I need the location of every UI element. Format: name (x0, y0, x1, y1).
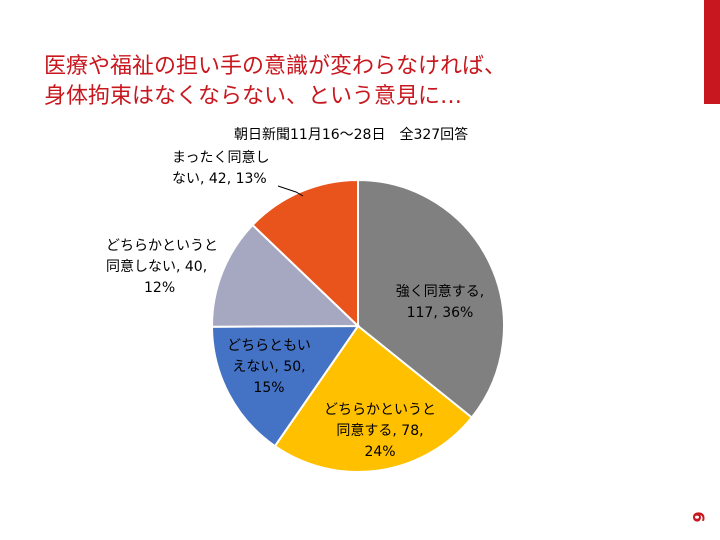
slice-label-line: どちらかというと (324, 402, 436, 418)
slice-strongly-agree (357, 178, 505, 419)
slice-somewhat-disagree (211, 223, 361, 328)
slice-label-line: えない, 50, (232, 359, 306, 375)
slice-label-strongly-agree: 強く同意する, 117, 36% (396, 282, 484, 324)
source-note: 朝日新聞11月16～28日 全327回答 (234, 127, 469, 143)
slice-label-line: ない, 42, 13% (172, 171, 267, 187)
slide-title-line-1: 医療や福祉の担い手の意識が変わらなければ、 (44, 54, 507, 79)
slice-label-line: どちらともい (227, 338, 311, 354)
slice-label-line: 強く同意する, (395, 284, 485, 300)
slice-label-line: 同意しない, 40, (106, 259, 208, 275)
slice-label-line: 24% (364, 444, 396, 460)
slice-label-neutral: どちらともい えない, 50, 15% (227, 336, 311, 399)
slice-label-line: 12% (144, 280, 176, 296)
page-number: 6 (689, 511, 708, 523)
slice-strongly-disagree (251, 178, 359, 329)
slice-label-strongly-disagree: まったく同意し ない, 42, 13% (172, 148, 269, 190)
accent-bar-lower (704, 104, 720, 540)
slice-label-somewhat-agree: どちらかというと 同意する, 78, 24% (324, 400, 436, 463)
slice-label-line: 同意する, 78, (336, 423, 424, 439)
slice-label-line: まったく同意し (172, 150, 270, 166)
slide-title: 医療や福祉の担い手の意識が変わらなければ、 身体拘束はなくならない、という意見に… (44, 52, 644, 112)
slice-somewhat-agree (273, 324, 474, 473)
leader-line (277, 185, 304, 197)
accent-bar (704, 0, 720, 104)
slice-label-line: 15% (253, 380, 285, 396)
slice-neutral (210, 324, 360, 448)
slice-label-somewhat-disagree: どちらかというと 同意しない, 40, 12% (106, 236, 218, 299)
slice-label-line: 117, 36% (406, 305, 474, 321)
slice-label-line: どちらかというと (106, 238, 218, 254)
slide-title-line-2: 身体拘束はなくならない、という意見に… (44, 84, 463, 109)
